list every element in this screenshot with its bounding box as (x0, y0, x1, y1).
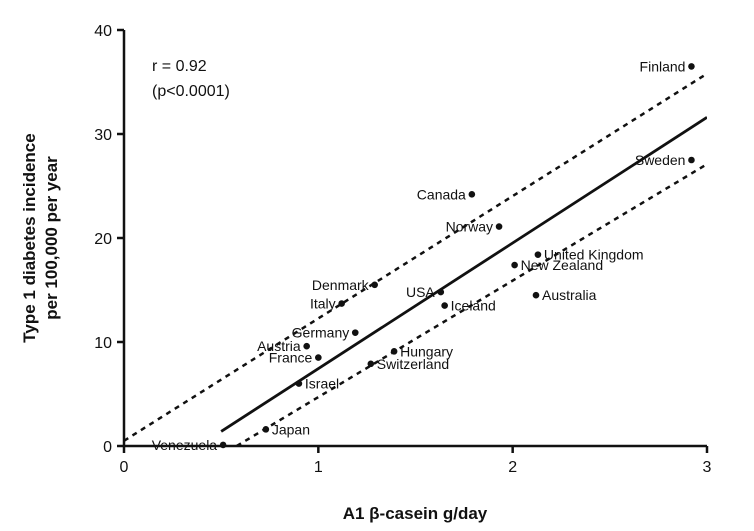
point-label-venezuela: Venezuela (152, 437, 218, 453)
point-austria (303, 342, 310, 350)
data-points: Finland Sweden Canada Norway United KingdomN… (152, 58, 695, 453)
point-new-zealand (511, 261, 518, 269)
upper-confidence-band (124, 72, 707, 442)
y-tick-label: 20 (94, 231, 112, 248)
correlation-annotation: r = 0.92 (152, 58, 207, 75)
point-label-iceland: Iceland (451, 298, 496, 314)
point-label-finland: Finland (640, 58, 686, 74)
y-axis-title: Type 1 diabetes incidence per 100,000 pe… (20, 133, 61, 342)
point-japan (262, 426, 270, 433)
y-axis-title-line-1: Type 1 diabetes incidence (20, 133, 39, 342)
point-label-japan: Japan (272, 421, 310, 437)
x-tick-label: 2 (508, 459, 517, 476)
point-norway (495, 223, 503, 230)
y-tick-label: 30 (94, 127, 112, 144)
point-venezuela (219, 441, 227, 449)
point-united-kingdom (534, 251, 542, 258)
y-tick-label: 0 (103, 439, 112, 456)
x-tick-label: 0 (120, 459, 129, 476)
y-tick-label: 40 (94, 23, 112, 40)
point-label-israel: Israel (305, 376, 339, 392)
point-label-france: France (269, 350, 313, 366)
point-label-hungary: Hungary (400, 343, 453, 359)
point-label-australia: Australia (542, 287, 597, 303)
point-hungary (390, 348, 398, 355)
point-australia (532, 291, 540, 299)
x-tick-label: 1 (314, 459, 323, 476)
point-label-united-kingdom: United Kingdom (544, 247, 644, 263)
point-sweden (688, 156, 695, 164)
point-switzerland (367, 360, 375, 368)
y-axis-title-line-2: per 100,000 per year (42, 156, 61, 320)
point-label-new-zealand: New Zealand (521, 257, 604, 273)
p-value-annotation: (p<0.0001) (152, 83, 230, 100)
point-label-usa: USA (406, 284, 435, 300)
point-label-italy: Italy (310, 296, 336, 312)
point-denmark (371, 281, 378, 289)
y-tick-label: 10 (94, 335, 112, 352)
point-label-sweden: Sweden (635, 152, 686, 168)
point-finland (688, 63, 695, 70)
point-label-germany: Germany (292, 325, 350, 341)
point-label-switzerland: Switzerland (377, 356, 449, 372)
regression-line (220, 116, 707, 433)
point-germany (351, 329, 359, 336)
point-france (315, 354, 322, 361)
point-usa (437, 288, 445, 296)
point-label-austria: Austria (257, 338, 301, 354)
lower-confidence-band (236, 163, 707, 446)
point-italy (338, 300, 345, 307)
point-israel (295, 380, 303, 387)
point-label-denmark: Denmark (312, 277, 370, 293)
point-iceland (441, 302, 448, 309)
x-tick-label: 3 (703, 459, 712, 476)
point-label-norway: Norway (446, 219, 493, 235)
point-canada (468, 191, 476, 198)
x-axis-title: A1 β-casein g/day (343, 504, 488, 523)
point-label-canada: Canada (417, 186, 466, 202)
